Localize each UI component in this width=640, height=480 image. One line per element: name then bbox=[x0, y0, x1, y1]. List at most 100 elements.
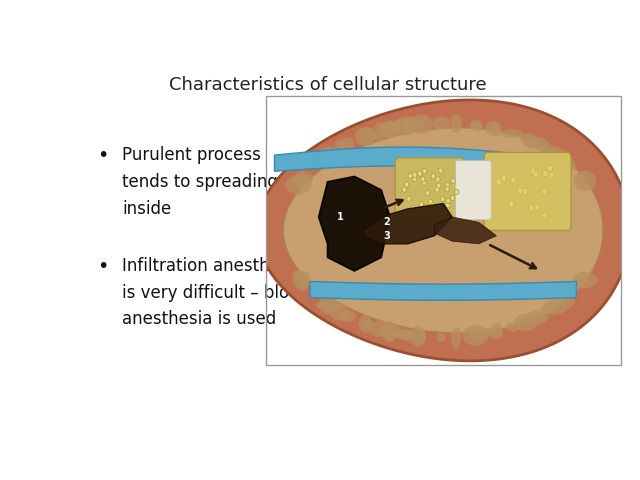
Polygon shape bbox=[310, 281, 577, 300]
Ellipse shape bbox=[557, 288, 575, 309]
Ellipse shape bbox=[411, 205, 415, 210]
Ellipse shape bbox=[451, 326, 461, 348]
Ellipse shape bbox=[423, 205, 428, 210]
Ellipse shape bbox=[435, 187, 439, 192]
Ellipse shape bbox=[469, 328, 484, 342]
Ellipse shape bbox=[292, 271, 305, 281]
Ellipse shape bbox=[396, 329, 415, 340]
Ellipse shape bbox=[403, 116, 417, 135]
Polygon shape bbox=[257, 100, 630, 361]
Text: is very difficult – block: is very difficult – block bbox=[122, 284, 308, 302]
Ellipse shape bbox=[368, 321, 391, 337]
Ellipse shape bbox=[436, 333, 446, 342]
Ellipse shape bbox=[573, 170, 596, 191]
Text: Characteristics of cellular structure: Characteristics of cellular structure bbox=[169, 76, 487, 94]
Text: Purulent process: Purulent process bbox=[122, 146, 261, 164]
Ellipse shape bbox=[566, 289, 575, 301]
Ellipse shape bbox=[438, 168, 443, 173]
Text: tends to spreading: tends to spreading bbox=[122, 173, 278, 191]
Ellipse shape bbox=[547, 165, 552, 172]
Ellipse shape bbox=[463, 325, 488, 346]
Ellipse shape bbox=[496, 178, 501, 185]
Ellipse shape bbox=[361, 320, 374, 329]
Ellipse shape bbox=[380, 121, 401, 137]
Ellipse shape bbox=[374, 122, 385, 142]
Polygon shape bbox=[435, 217, 497, 244]
FancyBboxPatch shape bbox=[484, 153, 571, 230]
Ellipse shape bbox=[407, 196, 411, 201]
Ellipse shape bbox=[451, 114, 462, 133]
Ellipse shape bbox=[544, 149, 567, 159]
Ellipse shape bbox=[412, 176, 417, 181]
Ellipse shape bbox=[548, 302, 558, 314]
Ellipse shape bbox=[520, 316, 539, 325]
Text: 3: 3 bbox=[383, 231, 390, 241]
Ellipse shape bbox=[537, 142, 552, 153]
Ellipse shape bbox=[490, 323, 503, 340]
Ellipse shape bbox=[505, 322, 520, 332]
Ellipse shape bbox=[408, 173, 412, 179]
Ellipse shape bbox=[432, 116, 451, 130]
Ellipse shape bbox=[330, 303, 349, 321]
Ellipse shape bbox=[443, 208, 447, 214]
Ellipse shape bbox=[560, 157, 573, 167]
Ellipse shape bbox=[509, 201, 514, 207]
Ellipse shape bbox=[440, 196, 445, 202]
Ellipse shape bbox=[529, 139, 543, 148]
Ellipse shape bbox=[428, 199, 433, 204]
Polygon shape bbox=[319, 177, 390, 271]
Ellipse shape bbox=[402, 329, 417, 341]
Ellipse shape bbox=[531, 168, 536, 174]
Ellipse shape bbox=[524, 137, 548, 149]
Ellipse shape bbox=[446, 198, 451, 204]
Ellipse shape bbox=[445, 203, 450, 208]
Text: •: • bbox=[97, 146, 109, 165]
Ellipse shape bbox=[419, 202, 424, 207]
Ellipse shape bbox=[542, 212, 547, 218]
Ellipse shape bbox=[514, 313, 537, 331]
Ellipse shape bbox=[292, 270, 310, 290]
Ellipse shape bbox=[543, 146, 563, 158]
Ellipse shape bbox=[549, 172, 555, 179]
Ellipse shape bbox=[417, 329, 426, 344]
Ellipse shape bbox=[339, 311, 356, 323]
Ellipse shape bbox=[418, 171, 422, 176]
Ellipse shape bbox=[573, 272, 597, 288]
Ellipse shape bbox=[526, 311, 547, 324]
Text: •: • bbox=[97, 257, 109, 276]
Ellipse shape bbox=[501, 175, 506, 182]
Ellipse shape bbox=[292, 174, 312, 187]
Ellipse shape bbox=[543, 170, 548, 177]
Ellipse shape bbox=[470, 121, 482, 130]
Ellipse shape bbox=[378, 324, 403, 339]
Ellipse shape bbox=[319, 296, 338, 314]
Ellipse shape bbox=[426, 190, 430, 196]
Ellipse shape bbox=[451, 195, 455, 201]
Ellipse shape bbox=[522, 188, 528, 195]
Ellipse shape bbox=[517, 187, 523, 194]
Polygon shape bbox=[284, 128, 603, 333]
Ellipse shape bbox=[413, 172, 417, 178]
Ellipse shape bbox=[471, 120, 483, 132]
Ellipse shape bbox=[412, 120, 425, 129]
Ellipse shape bbox=[294, 171, 313, 186]
Ellipse shape bbox=[501, 129, 524, 138]
Ellipse shape bbox=[381, 120, 399, 138]
Ellipse shape bbox=[411, 326, 426, 347]
Ellipse shape bbox=[445, 186, 449, 192]
Ellipse shape bbox=[451, 178, 455, 183]
Ellipse shape bbox=[422, 180, 426, 185]
Ellipse shape bbox=[320, 151, 338, 159]
Ellipse shape bbox=[355, 128, 376, 146]
Ellipse shape bbox=[541, 189, 547, 195]
Ellipse shape bbox=[404, 182, 409, 187]
Text: Infiltration anesthesia: Infiltration anesthesia bbox=[122, 257, 303, 275]
Ellipse shape bbox=[359, 315, 372, 333]
Ellipse shape bbox=[431, 203, 435, 208]
Ellipse shape bbox=[317, 147, 339, 165]
Ellipse shape bbox=[534, 204, 540, 210]
Ellipse shape bbox=[531, 312, 541, 323]
Ellipse shape bbox=[543, 299, 568, 314]
Text: inside: inside bbox=[122, 200, 172, 217]
Ellipse shape bbox=[445, 182, 450, 188]
